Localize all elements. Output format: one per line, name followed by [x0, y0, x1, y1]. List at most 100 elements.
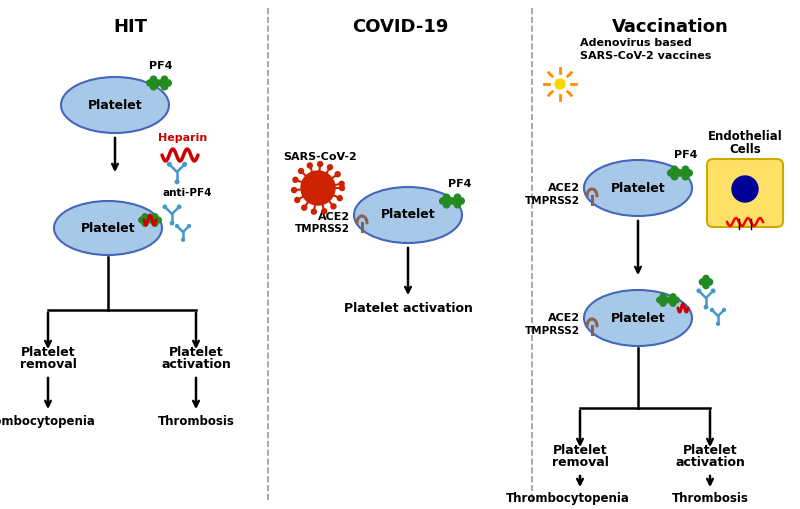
Circle shape: [703, 275, 709, 281]
Text: TMPRSS2: TMPRSS2: [525, 196, 580, 206]
Text: PF4: PF4: [674, 150, 698, 160]
Circle shape: [170, 221, 174, 225]
Circle shape: [142, 220, 148, 226]
Text: Platelet: Platelet: [88, 99, 142, 111]
Text: Platelet: Platelet: [553, 444, 607, 457]
Text: anti-PF4: anti-PF4: [162, 188, 212, 198]
Circle shape: [291, 188, 297, 192]
Circle shape: [671, 174, 678, 180]
Text: activation: activation: [675, 456, 745, 469]
Circle shape: [683, 171, 687, 175]
Circle shape: [188, 224, 190, 228]
Circle shape: [699, 279, 706, 285]
Circle shape: [686, 170, 692, 176]
Circle shape: [154, 80, 160, 86]
Circle shape: [167, 162, 171, 166]
Circle shape: [293, 177, 298, 182]
Circle shape: [661, 298, 665, 302]
Text: ACE2: ACE2: [318, 212, 350, 222]
Text: Thrombocytopenia: Thrombocytopenia: [0, 415, 96, 428]
Circle shape: [657, 297, 662, 303]
Text: Platelet: Platelet: [381, 209, 435, 221]
Circle shape: [697, 289, 701, 293]
Text: Thrombosis: Thrombosis: [671, 492, 749, 505]
Text: Vaccination: Vaccination: [612, 18, 728, 36]
Ellipse shape: [354, 187, 462, 243]
Circle shape: [682, 166, 689, 173]
Text: removal: removal: [551, 456, 609, 469]
Text: removal: removal: [19, 358, 77, 371]
FancyBboxPatch shape: [707, 159, 783, 227]
Circle shape: [294, 197, 300, 203]
Ellipse shape: [584, 160, 692, 216]
Circle shape: [555, 79, 565, 89]
Circle shape: [663, 297, 670, 303]
Circle shape: [152, 220, 158, 226]
Circle shape: [454, 202, 461, 208]
Circle shape: [182, 238, 185, 241]
Text: SARS-CoV-2: SARS-CoV-2: [283, 152, 357, 162]
Circle shape: [302, 205, 306, 210]
Circle shape: [668, 170, 674, 176]
Circle shape: [163, 205, 166, 209]
Circle shape: [706, 279, 713, 285]
Ellipse shape: [54, 201, 162, 255]
Circle shape: [322, 209, 326, 214]
Circle shape: [162, 83, 168, 90]
Text: PF4: PF4: [448, 179, 472, 189]
Circle shape: [678, 170, 685, 176]
Circle shape: [318, 161, 322, 166]
Text: Platelet: Platelet: [682, 444, 738, 457]
Circle shape: [722, 308, 726, 312]
Circle shape: [155, 217, 162, 223]
Circle shape: [660, 300, 666, 306]
Circle shape: [732, 176, 758, 202]
Circle shape: [673, 171, 677, 175]
Text: COVID-19: COVID-19: [352, 18, 448, 36]
Circle shape: [666, 297, 673, 303]
Circle shape: [458, 198, 464, 204]
Text: Platelet: Platelet: [610, 182, 666, 194]
Circle shape: [327, 165, 333, 169]
Circle shape: [338, 195, 342, 201]
Circle shape: [175, 224, 178, 228]
Circle shape: [142, 214, 148, 219]
Circle shape: [455, 199, 459, 203]
Text: SARS-CoV-2 vaccines: SARS-CoV-2 vaccines: [580, 51, 711, 61]
Circle shape: [311, 209, 316, 214]
Circle shape: [447, 198, 454, 204]
Circle shape: [440, 198, 446, 204]
Text: Platelet: Platelet: [21, 346, 75, 359]
Text: Heparin: Heparin: [158, 133, 208, 143]
Circle shape: [175, 180, 179, 184]
Circle shape: [162, 81, 166, 85]
Text: TMPRSS2: TMPRSS2: [295, 224, 350, 234]
Ellipse shape: [584, 290, 692, 346]
Circle shape: [445, 199, 449, 203]
Circle shape: [674, 297, 679, 303]
Circle shape: [298, 168, 303, 174]
Circle shape: [149, 217, 154, 223]
Text: TMPRSS2: TMPRSS2: [525, 326, 580, 336]
Circle shape: [450, 198, 457, 204]
Circle shape: [443, 202, 450, 208]
Circle shape: [146, 80, 153, 86]
Circle shape: [162, 76, 168, 82]
Circle shape: [183, 162, 186, 166]
Circle shape: [549, 73, 571, 95]
Circle shape: [682, 174, 689, 180]
Text: activation: activation: [161, 358, 231, 371]
Circle shape: [704, 280, 708, 284]
Circle shape: [671, 298, 675, 302]
Circle shape: [443, 194, 450, 201]
Circle shape: [339, 181, 344, 186]
Circle shape: [711, 289, 715, 293]
Text: Platelet: Platelet: [169, 346, 223, 359]
Text: Platelet: Platelet: [610, 312, 666, 325]
Text: PF4: PF4: [150, 61, 173, 71]
Ellipse shape: [61, 77, 169, 133]
Circle shape: [704, 305, 708, 309]
Circle shape: [675, 170, 682, 176]
Circle shape: [331, 204, 336, 209]
Text: Cells: Cells: [729, 143, 761, 156]
